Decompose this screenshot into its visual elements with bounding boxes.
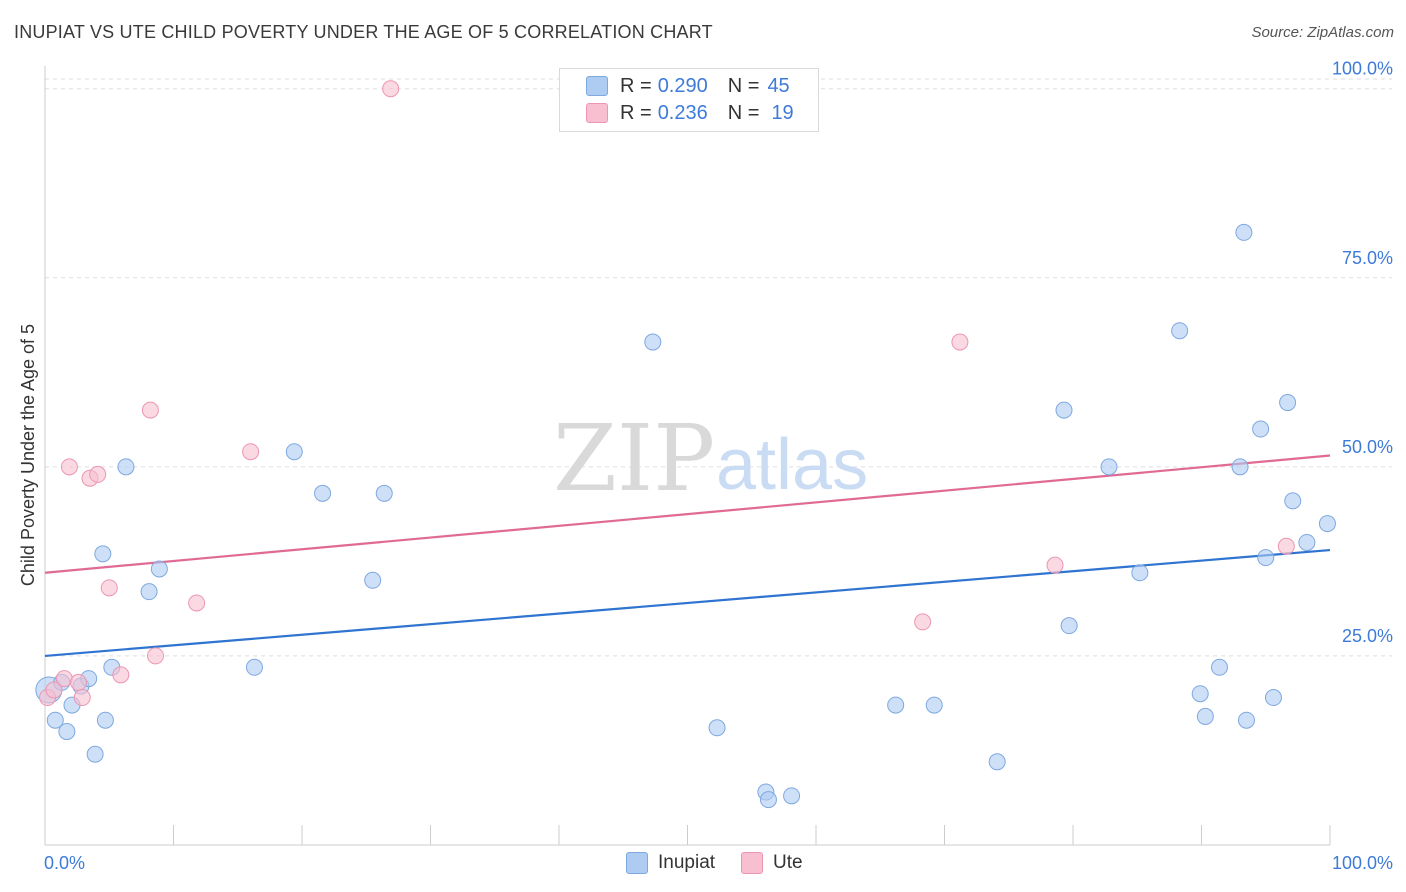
point-inupiat xyxy=(783,787,801,805)
point-inupiat xyxy=(1210,658,1228,676)
watermark: ZIP atlas xyxy=(553,405,868,512)
n-label: N = xyxy=(727,74,760,97)
point-ute xyxy=(1046,556,1064,574)
point-inupiat xyxy=(644,333,662,351)
point-ute xyxy=(45,681,63,699)
point-inupiat xyxy=(1055,401,1073,419)
grid-lines xyxy=(45,78,1392,657)
point-inupiat xyxy=(1131,564,1149,582)
y-tick-label: 75.0% xyxy=(1342,248,1393,268)
point-inupiat xyxy=(1318,515,1336,533)
r-label: R = xyxy=(620,101,652,124)
point-ute xyxy=(147,647,165,665)
point-inupiat xyxy=(759,791,777,809)
source-label: Source: ZipAtlas.com xyxy=(1251,24,1394,41)
inupiat-r-value: 0.290 xyxy=(657,74,708,97)
watermark-zip: ZIP xyxy=(553,405,715,512)
trend-lines xyxy=(44,454,1331,658)
point-ute xyxy=(112,666,130,684)
ute-n-value: 19 xyxy=(771,101,794,124)
axes xyxy=(44,66,1331,846)
series-legend: Inupiat Ute xyxy=(626,852,829,874)
point-inupiat xyxy=(150,560,168,578)
point-ute xyxy=(73,689,91,707)
point-inupiat xyxy=(314,484,332,502)
point-inupiat xyxy=(46,711,64,729)
watermark-atlas: atlas xyxy=(716,425,868,505)
point-inupiat xyxy=(887,696,905,714)
point-inupiat xyxy=(1191,685,1209,703)
point-ute xyxy=(89,465,107,483)
point-inupiat xyxy=(1235,223,1253,241)
r-label: R = xyxy=(620,74,652,97)
point-inupiat xyxy=(1237,711,1255,729)
x-tick-label-max: 100.0% xyxy=(1332,853,1393,873)
legend-row-inupiat: R = 0.290 N = 45 xyxy=(586,74,790,98)
point-ute xyxy=(188,594,206,612)
point-inupiat xyxy=(1257,549,1275,567)
trendline-ute xyxy=(44,454,1331,574)
inupiat-legend-swatch xyxy=(626,852,648,874)
point-ute xyxy=(1277,537,1295,555)
tick-labels: 25.0% 50.0% 75.0% 100.0% 0.0% 100.0% xyxy=(44,59,1393,873)
y-axis-label: Child Poverty Under the Age of 5 xyxy=(18,324,38,586)
point-ute xyxy=(914,613,932,631)
point-ute xyxy=(951,333,969,351)
legend-item-ute[interactable]: Ute xyxy=(741,852,803,874)
point-ute xyxy=(242,443,260,461)
point-inupiat xyxy=(1196,707,1214,725)
point-inupiat xyxy=(117,458,135,476)
x-tick-label-min: 0.0% xyxy=(44,853,85,873)
point-inupiat xyxy=(708,719,726,737)
point-inupiat xyxy=(1252,420,1270,438)
point-inupiat xyxy=(86,745,104,763)
point-inupiat xyxy=(988,753,1006,771)
point-ute xyxy=(141,401,159,419)
point-ute xyxy=(55,670,73,688)
inupiat-swatch xyxy=(586,76,608,96)
point-ute xyxy=(382,80,400,98)
legend-item-inupiat[interactable]: Inupiat xyxy=(626,852,715,874)
correlation-legend: R = 0.290 N = 45 R = 0.236 N = 19 xyxy=(559,68,819,132)
point-ute xyxy=(100,579,118,597)
chart-title: INUPIAT VS UTE CHILD POVERTY UNDER THE A… xyxy=(14,22,713,42)
point-inupiat xyxy=(1279,394,1297,412)
point-inupiat xyxy=(1284,492,1302,510)
y-tick-label: 100.0% xyxy=(1332,59,1393,79)
point-inupiat xyxy=(245,658,263,676)
point-inupiat xyxy=(1264,689,1282,707)
ute-legend-swatch xyxy=(741,852,764,874)
point-inupiat xyxy=(94,545,112,563)
y-tick-label: 50.0% xyxy=(1342,437,1393,457)
point-inupiat xyxy=(58,723,76,741)
point-inupiat xyxy=(364,571,382,589)
point-ute xyxy=(69,673,87,691)
point-inupiat xyxy=(925,696,943,714)
n-label: N = xyxy=(727,101,760,124)
point-inupiat xyxy=(1100,458,1118,476)
inupiat-legend-label: Inupiat xyxy=(658,852,716,873)
point-inupiat xyxy=(1171,322,1189,340)
point-ute xyxy=(60,458,78,476)
point-inupiat xyxy=(1231,458,1249,476)
point-inupiat xyxy=(1298,533,1316,551)
point-inupiat xyxy=(285,443,303,461)
point-inupiat xyxy=(96,711,114,729)
y-tick-label: 25.0% xyxy=(1342,626,1393,646)
point-inupiat xyxy=(375,484,393,502)
data-points xyxy=(35,80,1336,809)
point-inupiat xyxy=(140,583,158,601)
trendline-inupiat xyxy=(44,548,1331,658)
ute-legend-label: Ute xyxy=(773,852,803,873)
ute-swatch xyxy=(586,103,608,123)
ute-r-value: 0.236 xyxy=(657,101,708,124)
point-inupiat xyxy=(1060,617,1078,635)
legend-row-ute: R = 0.236 N = 19 xyxy=(586,101,794,125)
inupiat-n-value: 45 xyxy=(767,74,790,97)
